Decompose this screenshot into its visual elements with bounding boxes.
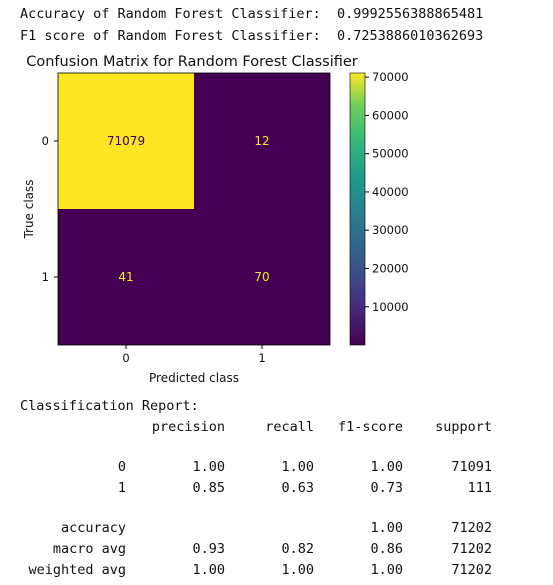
report-cell: 71091 (451, 459, 492, 475)
classification-report: Classification Report: precision recall f1… (20, 398, 520, 583)
report-cell: 1.00 (370, 459, 403, 475)
report-header: f1-score (337, 419, 403, 435)
matrix-cell-value: 71079 (107, 134, 145, 148)
colorbar-tick-label: 20000 (372, 261, 409, 275)
report-title: Classification Report: (20, 398, 199, 414)
report-cell: 0.93 (192, 541, 225, 557)
report-row-label: accuracy (60, 520, 126, 536)
matrix-cell-labels: 71079 12 41 70 (107, 134, 270, 284)
report-cell: 71202 (451, 520, 492, 536)
report-header: support (435, 419, 492, 435)
report-cell: 71202 (451, 562, 492, 578)
matrix-cell-value: 70 (254, 270, 269, 284)
colorbar-tick-label: 50000 (372, 147, 409, 161)
report-cell: 0.63 (281, 480, 314, 496)
report-cell: 71202 (451, 541, 492, 557)
report-row-label: 0 (117, 459, 126, 475)
report-cell: 1.00 (370, 562, 403, 578)
colorbar-tick-label: 60000 (372, 108, 409, 122)
matrix-cell (194, 73, 330, 209)
colorbar-ticks: 10000 20000 30000 40000 50000 60000 70000 (365, 70, 409, 314)
report-cell: 1.00 (281, 459, 314, 475)
report-cell: 1.00 (192, 562, 225, 578)
report-row-label: macro avg (52, 541, 126, 557)
y-axis-ticks: 01 (42, 134, 58, 284)
report-cell: 0.73 (370, 480, 403, 496)
report-cell: 111 (467, 480, 492, 496)
colorbar-tick-label: 70000 (372, 70, 409, 84)
matrix-cell (58, 73, 194, 209)
matrix-cell-value: 41 (118, 270, 133, 284)
report-row-label: 1 (117, 480, 126, 496)
report-cell: 0.82 (281, 541, 314, 557)
colorbar-tick-label: 40000 (372, 185, 409, 199)
y-tick-label: 0 (42, 134, 49, 148)
report-row-label: weighted avg (28, 562, 126, 578)
x-tick-label: 1 (258, 351, 265, 365)
report-header: recall (265, 419, 314, 435)
y-tick-label: 1 (42, 270, 49, 284)
matrix-cell (58, 209, 194, 345)
matrix-cell (194, 209, 330, 345)
report-cell: 0.85 (192, 480, 225, 496)
report-cell: 1.00 (281, 562, 314, 578)
confusion-matrix-chart: Confusion Matrix for Random Forest Class… (22, 54, 409, 385)
colorbar (349, 72, 366, 346)
report-cell: 1.00 (192, 459, 225, 475)
y-axis-label: True class (22, 179, 36, 239)
f1-output-line: F1 score of Random Forest Classifier: 0.… (20, 28, 484, 44)
report-header: precision (151, 419, 225, 435)
report-cell: 0.86 (370, 541, 403, 557)
matrix-cells (58, 73, 330, 345)
colorbar-tick-label: 10000 (372, 300, 409, 314)
chart-title: Confusion Matrix for Random Forest Class… (26, 54, 358, 70)
matrix-frame (57, 72, 331, 346)
matrix-cell-value: 12 (254, 134, 269, 148)
report-cell: 1.00 (370, 520, 403, 536)
x-axis-label: Predicted class (149, 371, 239, 385)
accuracy-output-line: Accuracy of Random Forest Classifier: 0.… (20, 6, 484, 22)
x-tick-label: 0 (122, 351, 129, 365)
colorbar-tick-label: 30000 (372, 223, 409, 237)
